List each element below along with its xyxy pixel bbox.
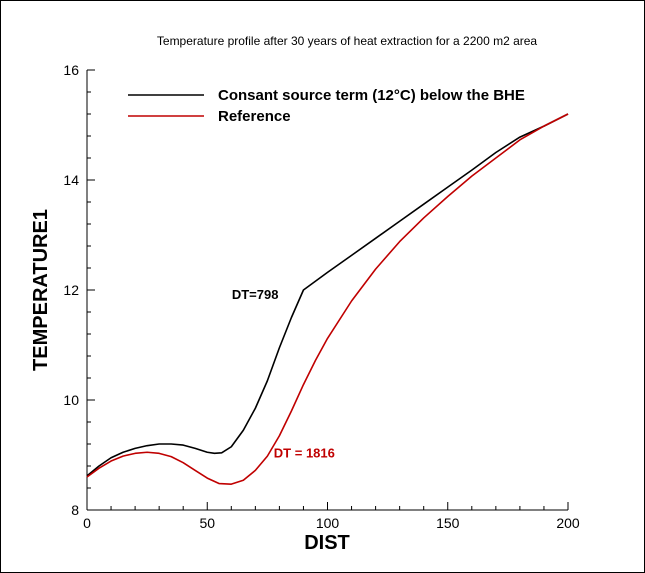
- x-tick-label: 0: [83, 515, 91, 531]
- legend-label: Reference: [218, 108, 291, 125]
- series-layer: [86, 113, 569, 485]
- series-line-consant-source: [86, 113, 569, 477]
- y-tick-label: 8: [71, 502, 79, 518]
- chart-title: Temperature profile after 30 years of he…: [157, 34, 538, 48]
- x-axis-title: DIST: [304, 532, 350, 554]
- y-axis-title: TEMPERATURE1: [30, 209, 52, 371]
- y-tick-label: 16: [63, 62, 79, 78]
- legend: Consant source term (12°C) below the BHE…: [128, 87, 525, 125]
- x-tick-label: 50: [199, 515, 215, 531]
- y-tick-label: 14: [63, 172, 79, 188]
- annotations: DT=798 DT = 1816: [232, 287, 335, 460]
- annotation-label: DT=798: [232, 287, 279, 302]
- x-tick-label: 150: [436, 515, 460, 531]
- series-line-reference: [86, 113, 569, 485]
- y-tick-label: 12: [63, 282, 79, 298]
- annotation-label: DT = 1816: [274, 445, 335, 460]
- axes: 0 50 100 150 200 8 10 12 14 16: [63, 62, 579, 531]
- x-tick-label: 100: [316, 515, 340, 531]
- legend-label: Consant source term (12°C) below the BHE: [218, 87, 525, 104]
- y-tick-label: 10: [63, 392, 79, 408]
- x-tick-label: 200: [556, 515, 580, 531]
